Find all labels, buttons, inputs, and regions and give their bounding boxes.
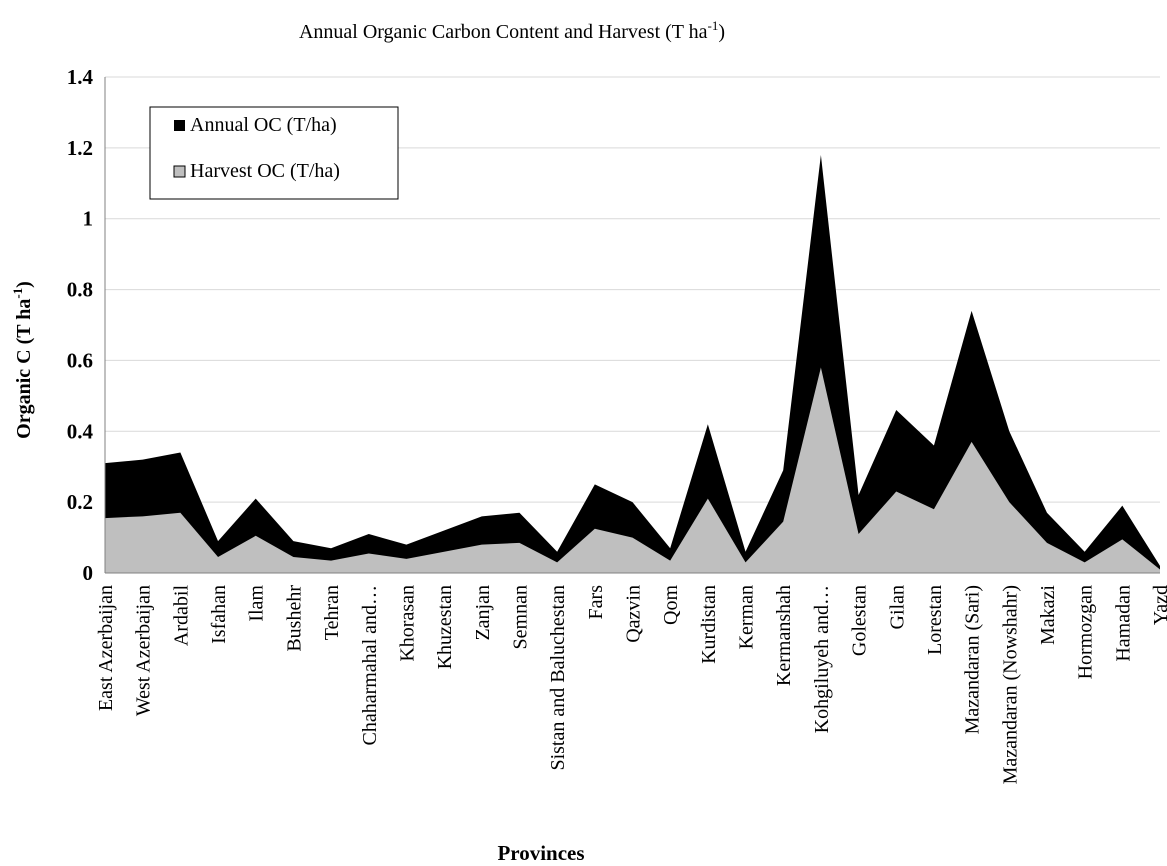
x-axis-label: Provinces: [497, 841, 584, 865]
x-tick-label: Sistan and Baluchestan: [547, 585, 569, 771]
x-tick-label: Ilam: [246, 585, 268, 622]
y-tick-label: 0.4: [67, 419, 94, 443]
x-tick-label: Tehran: [321, 585, 343, 640]
x-tick-label: Makazi: [1037, 585, 1059, 645]
x-tick-label: Fars: [585, 585, 607, 620]
y-tick-labels: 0 0.2 0.4 0.6 0.8 1 1.2 1.4: [67, 65, 94, 585]
y-tick-label: 1: [83, 207, 94, 231]
x-tick-label: Qazvin: [623, 585, 645, 643]
x-tick-label: Kohgiluyeh and…: [811, 585, 833, 733]
x-tick-label: Isfahan: [208, 585, 230, 644]
y-tick-label: 0.8: [67, 278, 93, 302]
x-tick-label: Golestan: [849, 585, 871, 656]
y-tick-label: 0.6: [67, 348, 93, 372]
x-tick-label: Qom: [660, 585, 682, 625]
axes: [104, 77, 1160, 574]
y-tick-label: 1.2: [67, 136, 93, 160]
x-tick-label: West Azerbaijan: [133, 585, 155, 716]
legend-swatch-1: [174, 120, 185, 131]
y-axis-label: Organic C (T ha-1): [10, 281, 35, 439]
x-tick-label: Hamadan: [1112, 585, 1134, 662]
x-tick-label: Kurdistan: [698, 585, 720, 664]
x-tick-label: Ardabil: [170, 585, 192, 647]
y-tick-label: 0.2: [67, 490, 93, 514]
x-tick-label: Hormozgan: [1075, 585, 1097, 679]
x-tick-labels: East Azerbaijan West Azerbaijan Ardabil Isf…: [95, 585, 1167, 785]
x-tick-label: Khorasan: [396, 585, 418, 662]
legend-box: [149, 106, 399, 200]
x-tick-label: Gilan: [886, 585, 908, 629]
series-area-2: [105, 367, 1160, 573]
x-tick-label: Yazd: [1150, 585, 1167, 625]
x-tick-label: Chaharmahal and…: [359, 585, 381, 746]
legend-label-1: Annual OC (T/ha): [190, 114, 337, 136]
x-tick-label: Bushehr: [283, 585, 305, 652]
x-tick-label: Semnan: [509, 585, 531, 649]
x-tick-label: Khuzestan: [434, 585, 456, 669]
x-tick-label: Kerman: [736, 585, 758, 649]
x-tick-label: Kermanshah: [773, 585, 795, 686]
legend-label-2: Harvest OC (T/ha): [190, 160, 340, 182]
series-area-1: [105, 154, 1160, 573]
y-tick-label: 0: [83, 561, 94, 585]
x-tick-label: East Azerbaijan: [95, 585, 117, 711]
x-tick-label: Mazandaran (Nowshahr): [999, 585, 1021, 784]
x-tick-label: Zanjan: [472, 585, 494, 641]
chart-title: Annual Organic Carbon Content and Harves…: [299, 18, 725, 43]
plot-areas: [105, 154, 1160, 573]
x-tick-label: Lorestan: [924, 585, 946, 655]
legend: Annual OC (T/ha) Harvest OC (T/ha): [149, 106, 399, 200]
y-tick-label: 1.4: [67, 65, 94, 89]
legend-swatch-2: [173, 165, 186, 178]
x-tick-label: Mazandaran (Sari): [962, 585, 984, 734]
